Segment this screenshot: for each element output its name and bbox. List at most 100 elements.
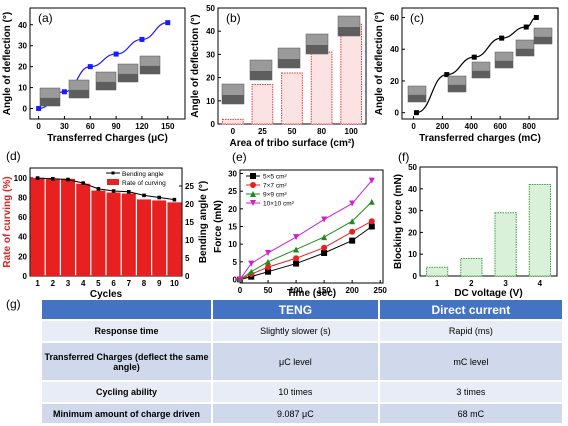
bar [45, 178, 60, 276]
inset-photo-base [338, 27, 360, 36]
data-point [139, 36, 145, 42]
data-point [293, 246, 300, 253]
data-point [111, 189, 116, 193]
panel-letter: (b) [226, 11, 241, 25]
y-tick-label: 50 [206, 4, 215, 13]
x-tick-label: 5 [96, 279, 101, 288]
legend-swatch-marker [250, 191, 256, 197]
legend-label: Rate of curving [122, 180, 166, 187]
data-point [349, 228, 356, 235]
table-row-label: Minimum amount of charge driven [42, 402, 212, 423]
data-point [265, 258, 272, 265]
y-tick-label: 5 [185, 254, 190, 263]
legend-label: 5×5 cm² [263, 174, 287, 181]
panel-letter: (f) [398, 150, 409, 164]
data-point [349, 218, 356, 225]
y-tick-label: 20 [408, 228, 417, 237]
y-tick-label: 20 [206, 74, 215, 83]
table-row-label: Transferred Charges (deflect the same an… [42, 340, 212, 382]
data-point [51, 177, 55, 181]
y-tick-label: 30 [408, 207, 417, 216]
x-tick-label: 9 [157, 279, 162, 288]
y-tick-label: 40 [206, 27, 215, 36]
bar [251, 84, 274, 125]
data-point [471, 54, 477, 60]
x-axis-label: DC voltage (V) [454, 288, 522, 299]
bar [281, 72, 303, 125]
table-header-cell: Direct current [377, 300, 562, 320]
bar [61, 178, 75, 276]
y-axis-label: Rate of curving (%) [2, 176, 13, 267]
inset-photo-base [408, 94, 426, 102]
data-point [321, 234, 328, 241]
data-point [293, 260, 300, 267]
x-tick-label: 30 [60, 122, 69, 131]
y-tick-label: 25 [185, 182, 194, 191]
y-tick-label: 40 [390, 45, 399, 54]
y-tick-label: 20 [18, 252, 27, 261]
x-tick-label: 2 [469, 279, 474, 288]
y-tick-label: 30 [206, 50, 215, 59]
panel-letter-g: (g) [6, 297, 21, 311]
bar [76, 183, 91, 276]
data-point [35, 176, 40, 180]
inset-photo-base [96, 81, 116, 90]
data-point [349, 237, 356, 244]
table-row-label: Response time [42, 319, 212, 342]
x-tick-label: 100 [345, 127, 359, 136]
x-tick-label: 0 [36, 122, 41, 131]
table-cell: 10 times [211, 380, 379, 404]
y-tick-label: 15 [185, 218, 194, 227]
data-point [321, 216, 328, 223]
data-point [127, 189, 131, 194]
y-tick-label: 40 [18, 233, 27, 242]
table-row: Cycling ability 10 times 3 times [42, 380, 562, 404]
comparison-table: TENG Direct current Response time Slight… [42, 300, 562, 423]
legend-swatch-marker [250, 182, 256, 188]
y-tick-label: 0 [185, 272, 190, 281]
bar [528, 183, 551, 277]
y-axis-label: Angle of deflection (°) [190, 14, 201, 117]
y-tick-label: 10 [185, 236, 194, 245]
data-point [81, 181, 85, 185]
y-tick-label: 0 [23, 272, 28, 281]
x-tick-label: 120 [135, 122, 149, 131]
inset-photo-base [448, 84, 466, 92]
data-point [265, 264, 272, 271]
x-axis-label: Area of tribo surface (cm²) [229, 138, 354, 149]
y-tick-label: 30 [18, 42, 27, 51]
y-tick-label: 0 [233, 275, 238, 284]
y-tick-label: 40 [18, 21, 27, 30]
y-tick-label: 100 [14, 174, 28, 183]
inset-photo-base [472, 70, 490, 78]
series-line [38, 22, 168, 110]
data-point [533, 15, 539, 21]
inset-photo-base [278, 59, 300, 68]
bar [494, 212, 517, 277]
bar [91, 190, 106, 276]
data-point [321, 249, 328, 256]
data-point [248, 268, 255, 275]
table-cell: 68 mC [377, 402, 562, 423]
y-tick-label: 20 [390, 77, 399, 86]
x-tick-label: 25 [258, 127, 267, 136]
y-tick-label: 15 [228, 223, 237, 232]
panel-letter: (d) [6, 149, 21, 163]
x-tick-label: 3 [503, 279, 508, 288]
y-axis-label: Bending angle (°) [198, 181, 209, 263]
y-tick-label: 20 [18, 63, 27, 72]
bar [167, 202, 182, 276]
bar [460, 258, 483, 277]
data-point [444, 72, 450, 78]
inset-photo-base [495, 60, 513, 68]
data-point [113, 51, 119, 57]
data-point [265, 268, 272, 275]
x-axis-label: Transferred Charges (μC) [47, 133, 168, 144]
y-tick-label: 80 [18, 193, 27, 202]
panel-letter: (e) [232, 150, 247, 164]
x-tick-label: 0 [231, 127, 236, 136]
data-point [237, 276, 243, 283]
legend-label: 9×9 cm² [263, 192, 287, 199]
data-point [265, 249, 272, 256]
